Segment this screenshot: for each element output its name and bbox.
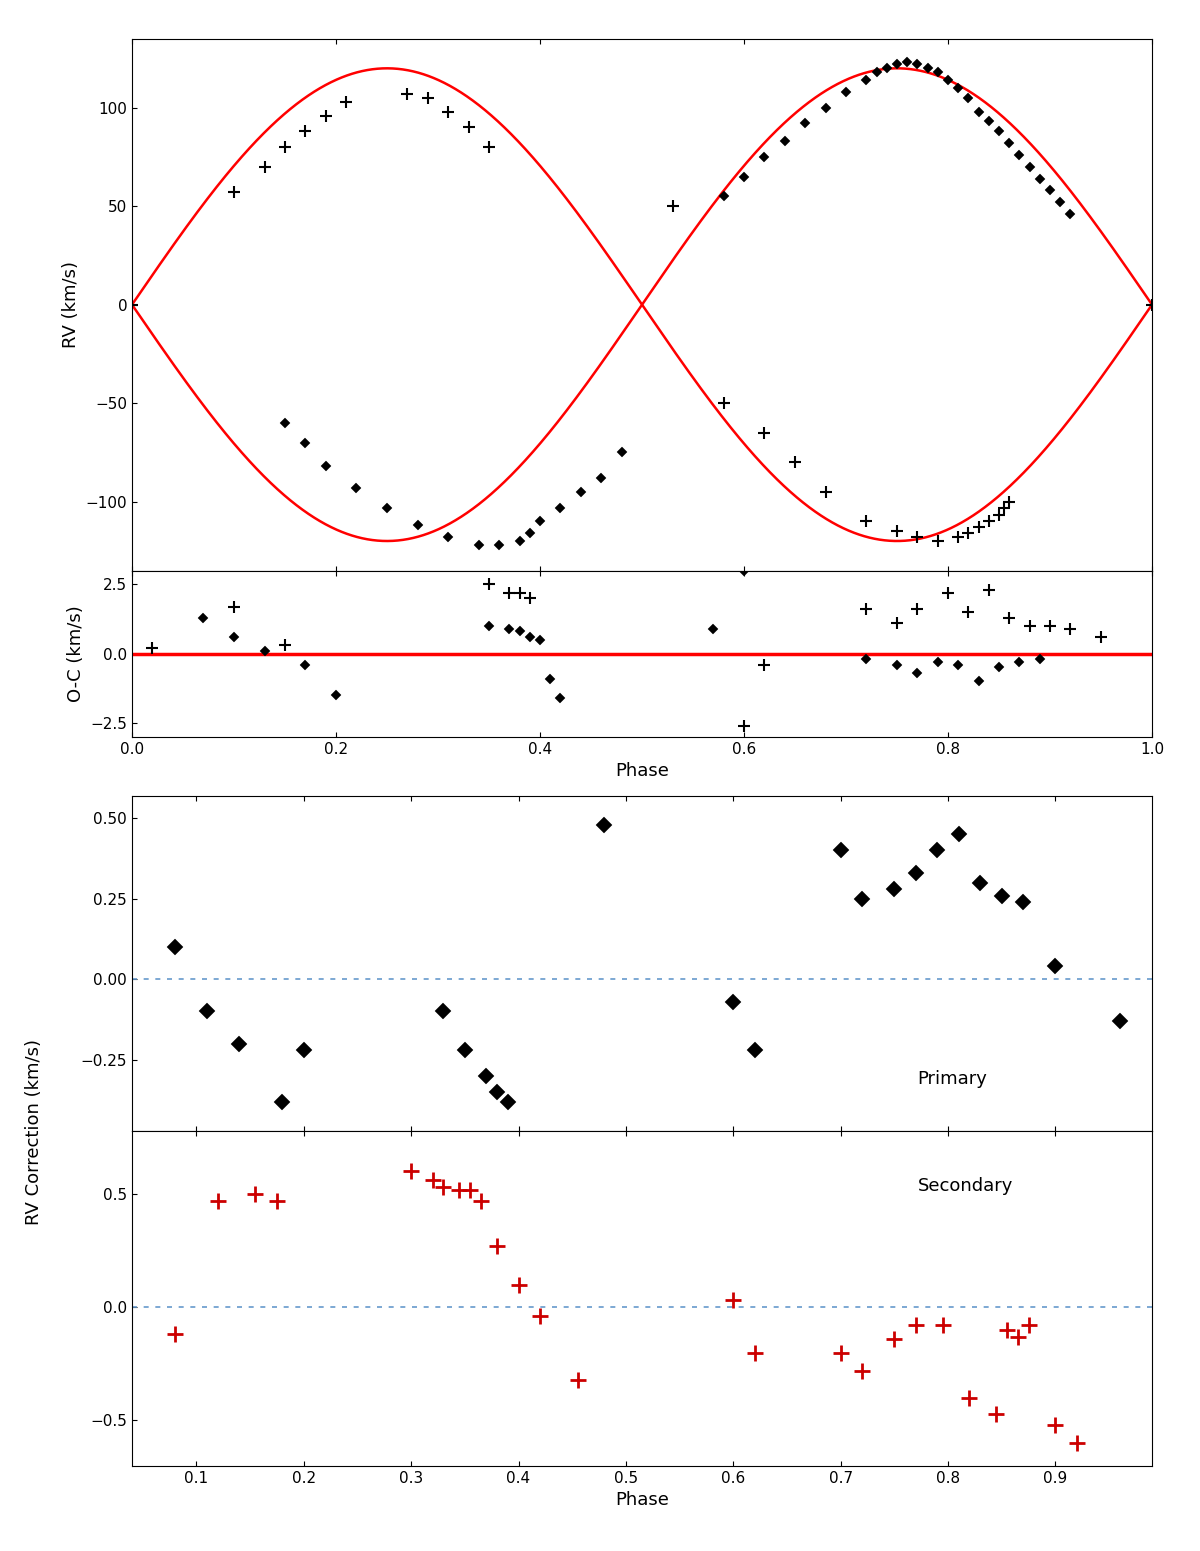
- Text: Primary: Primary: [918, 1070, 988, 1087]
- Y-axis label: O-C (km/s): O-C (km/s): [67, 605, 85, 703]
- Text: Secondary: Secondary: [918, 1177, 1013, 1194]
- Text: RV Correction (km/s): RV Correction (km/s): [24, 1039, 43, 1225]
- X-axis label: Phase: Phase: [616, 1491, 668, 1509]
- X-axis label: Phase: Phase: [616, 762, 668, 780]
- Y-axis label: RV (km/s): RV (km/s): [62, 261, 80, 347]
